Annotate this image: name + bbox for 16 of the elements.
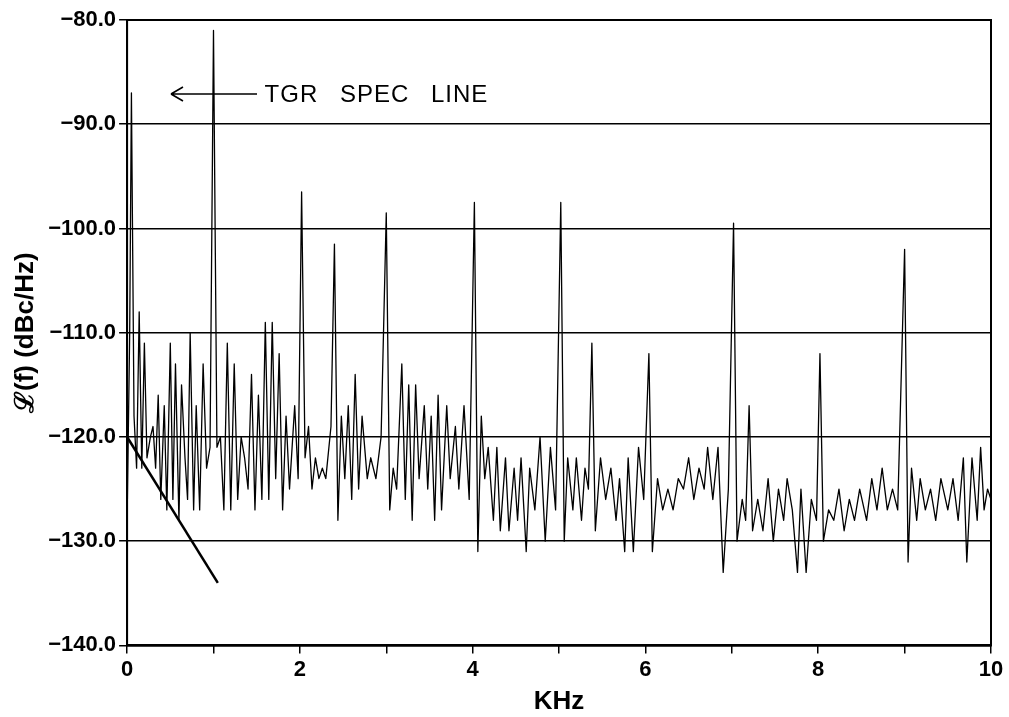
y-tick-label: −140.0 xyxy=(48,631,117,657)
x-tick-label: 8 xyxy=(812,655,825,681)
x-axis-title: KHz xyxy=(533,684,585,715)
y-tick-label: −130.0 xyxy=(48,527,117,553)
y-tick-label: −120.0 xyxy=(48,423,117,448)
x-tick-label: 4 xyxy=(466,655,480,681)
y-tick-label: −100.0 xyxy=(48,214,117,240)
y-tick-label: −90.0 xyxy=(60,110,117,136)
x-tick-label: 10 xyxy=(978,655,1004,681)
x-tick-label: 2 xyxy=(293,655,307,681)
y-tick-label: −110.0 xyxy=(49,318,117,344)
x-tick-label: 0 xyxy=(120,655,134,681)
y-tick-label: −80.0 xyxy=(60,6,117,32)
x-tick-label: 6 xyxy=(639,655,652,681)
annotation: TGR SPEC LINE xyxy=(264,79,489,108)
y-axis-title: ℒ(f) (dBc/Hz) xyxy=(8,252,39,415)
